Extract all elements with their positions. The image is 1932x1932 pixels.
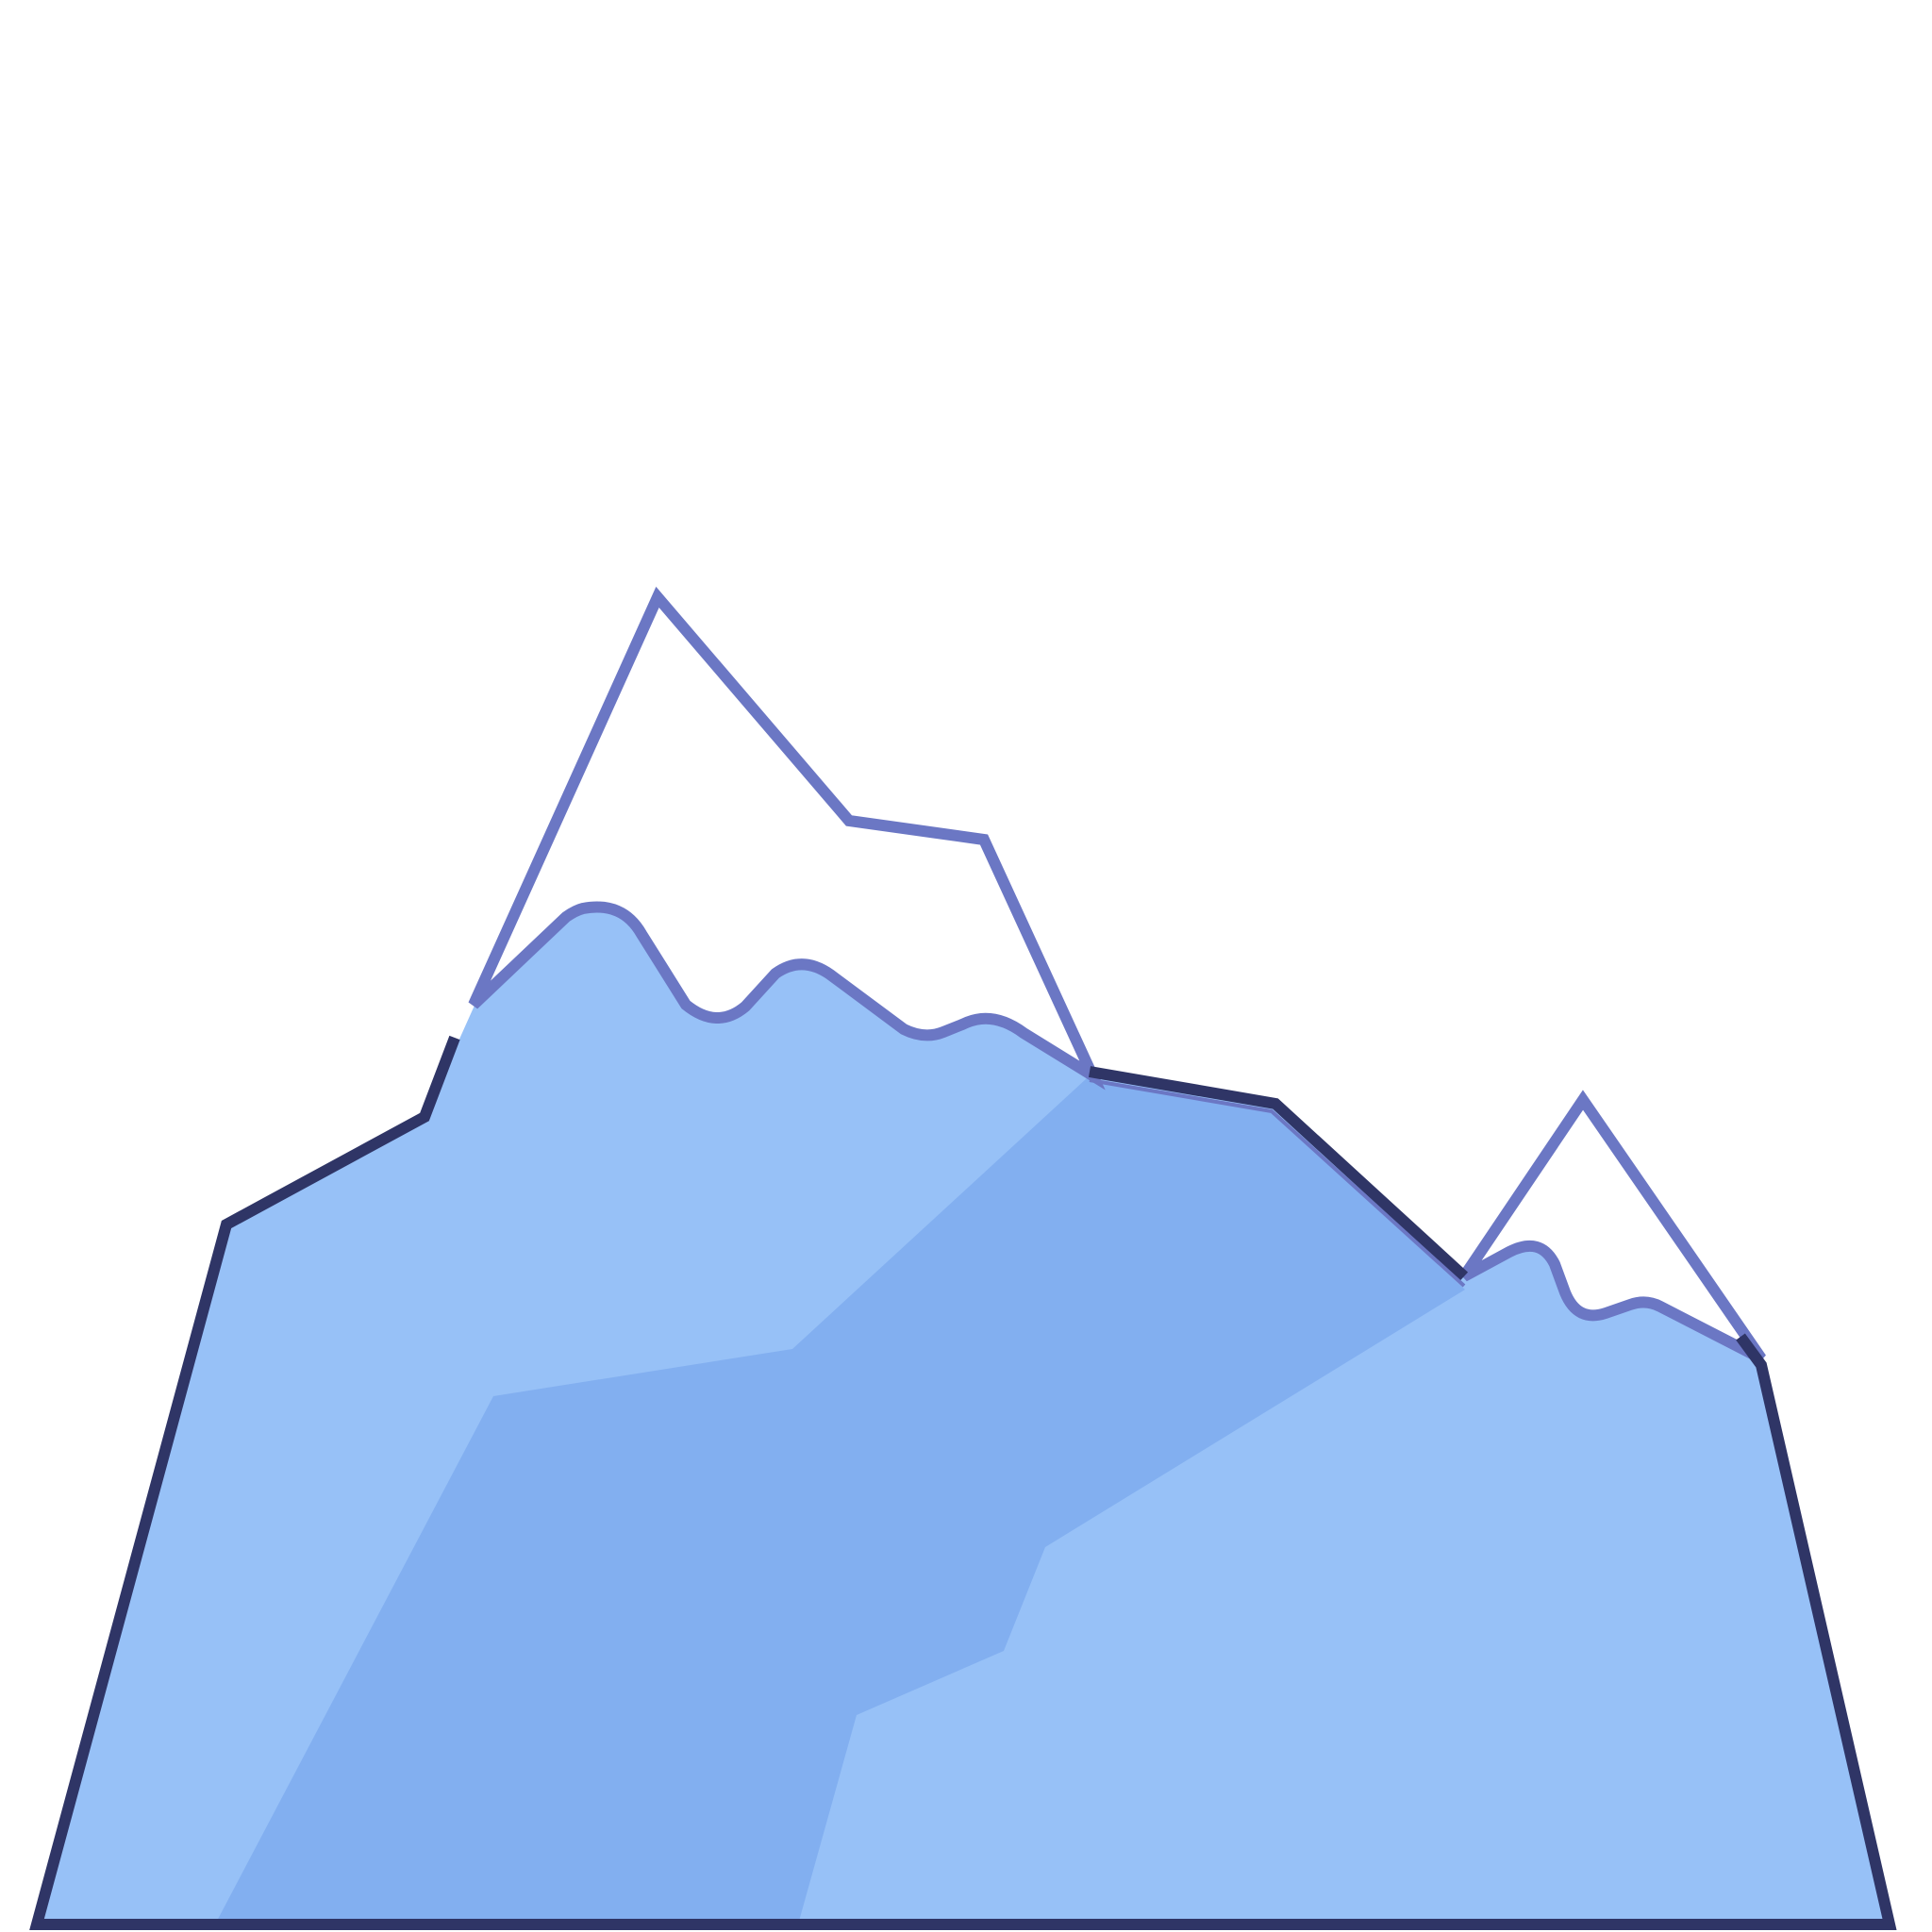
snow-cap-main-peak	[468, 586, 1106, 1091]
valley-outline	[1088, 1066, 1469, 1281]
shadow-slope	[215, 1078, 1465, 1924]
snow-cap-small-peak	[1459, 1090, 1766, 1364]
valley-inner-edge	[1089, 1078, 1466, 1288]
mountain-outline	[29, 1035, 1897, 1930]
